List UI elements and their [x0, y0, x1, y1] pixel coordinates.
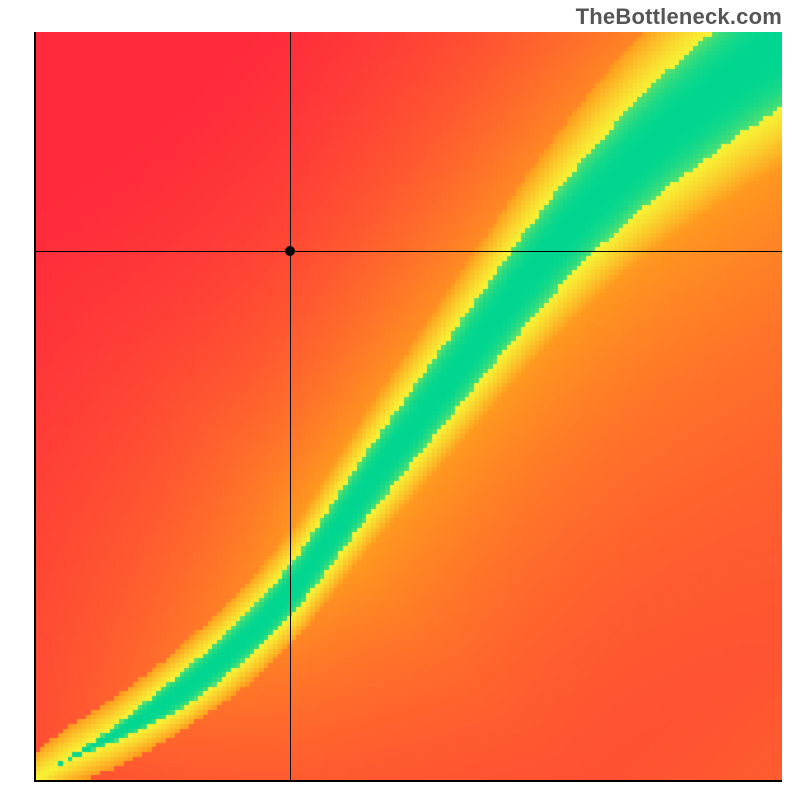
- y-axis-line: [34, 32, 36, 782]
- heatmap-canvas: [35, 32, 782, 780]
- crosshair-vertical: [290, 32, 291, 780]
- crosshair-point: [285, 246, 295, 256]
- x-axis-line: [35, 780, 782, 782]
- crosshair-horizontal: [35, 251, 782, 252]
- watermark-text: TheBottleneck.com: [576, 4, 782, 30]
- chart-container: TheBottleneck.com: [0, 0, 800, 800]
